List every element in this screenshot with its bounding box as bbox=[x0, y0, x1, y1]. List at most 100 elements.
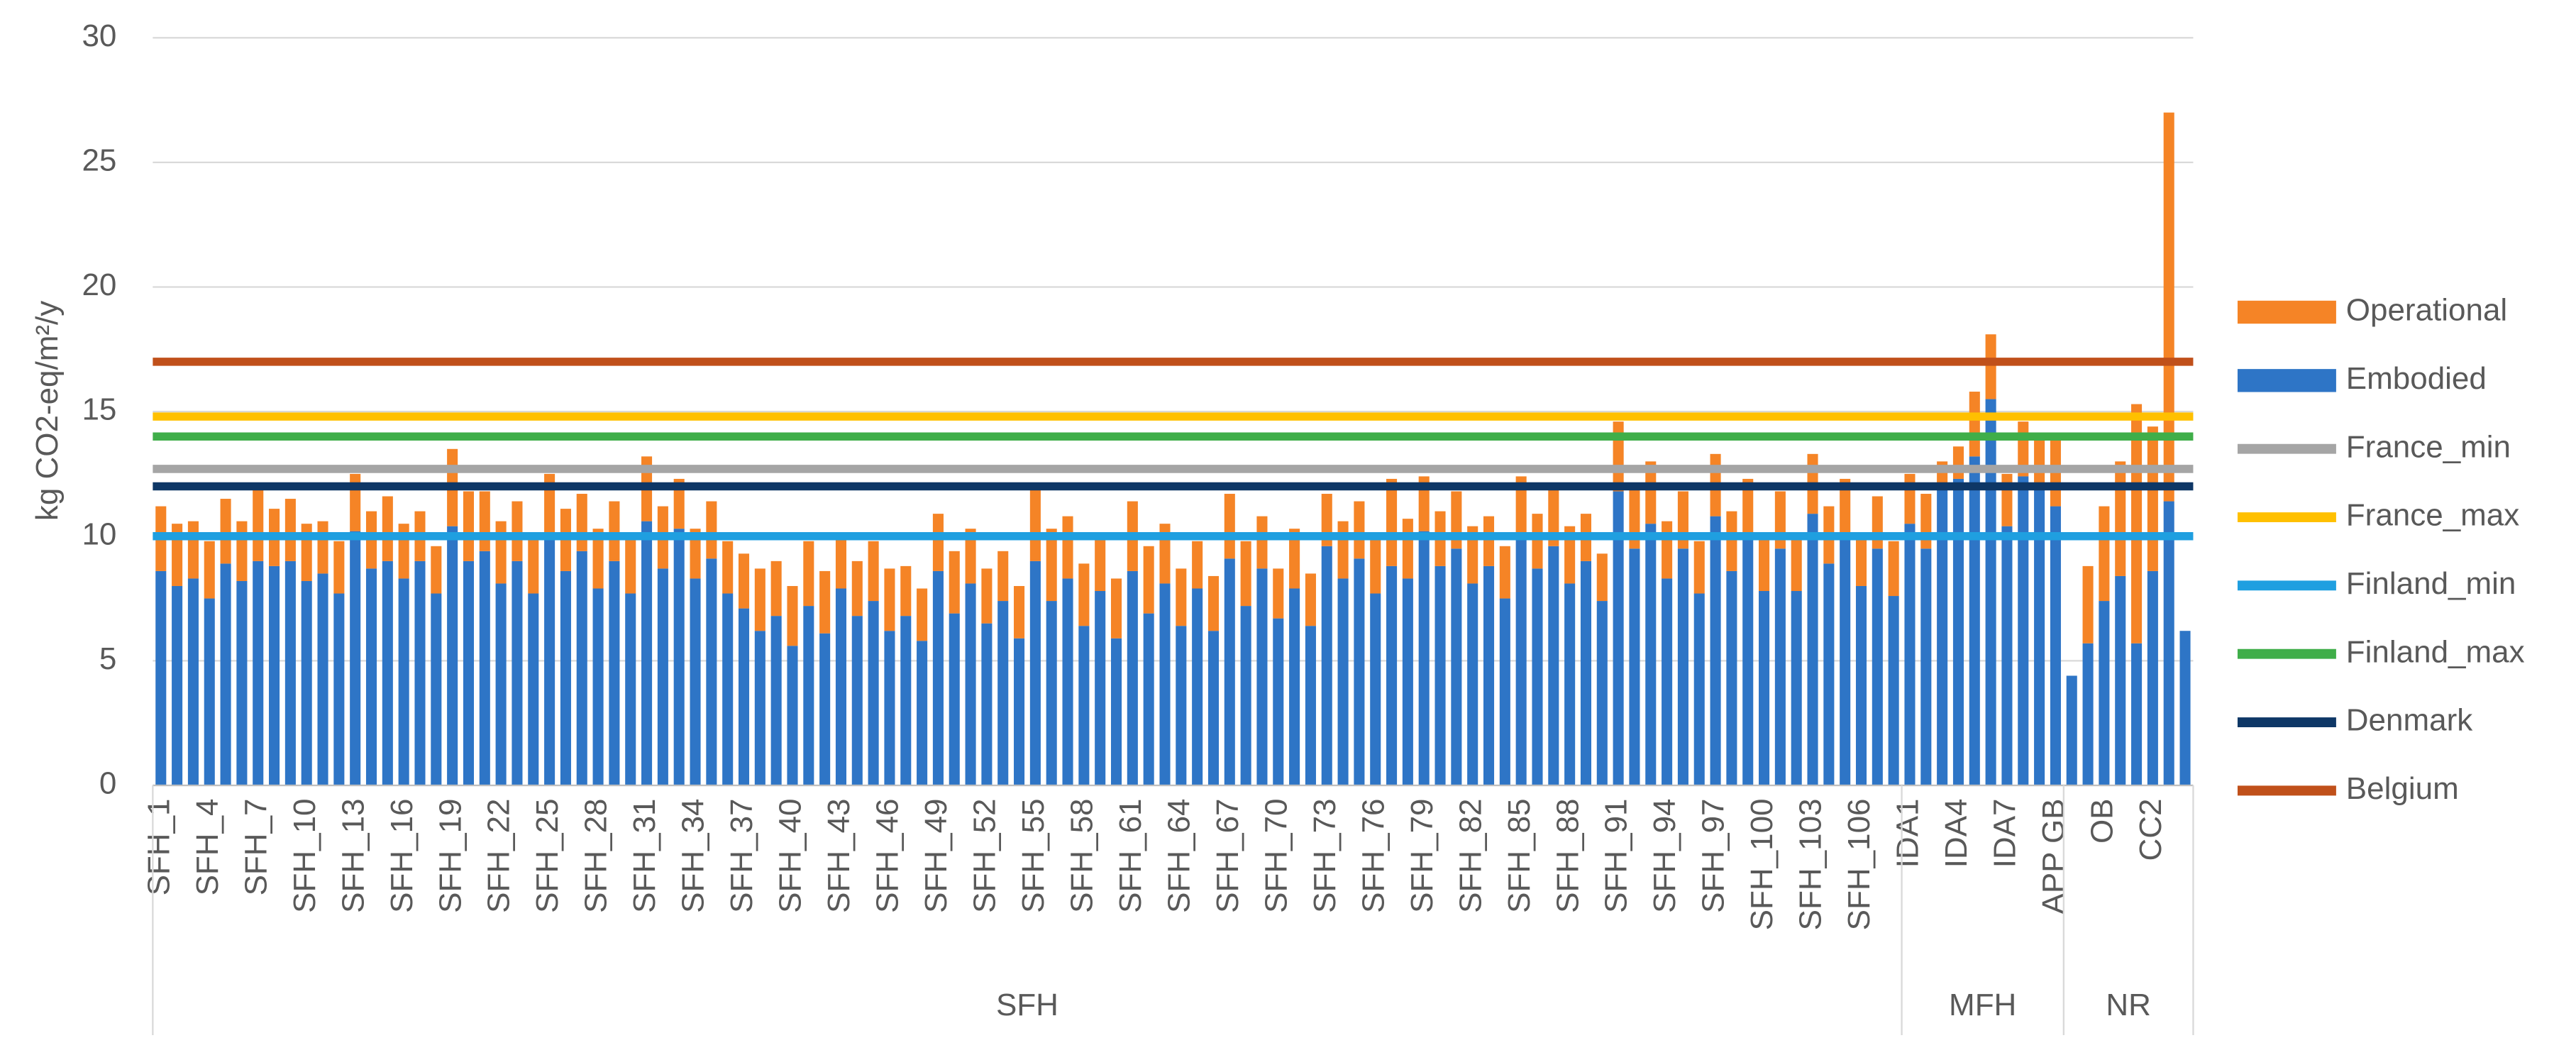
bar-segment bbox=[1289, 588, 1300, 785]
bar-segment bbox=[673, 529, 685, 785]
x-tick-label: SFH_76 bbox=[1356, 798, 1391, 912]
bar-segment bbox=[1742, 478, 1754, 536]
x-tick-label: OB bbox=[2085, 798, 2120, 844]
bar-segment bbox=[1483, 565, 1495, 785]
bar-segment bbox=[382, 496, 393, 561]
bar-segment bbox=[1207, 631, 1219, 785]
bar-segment bbox=[398, 578, 409, 785]
bar-segment bbox=[997, 551, 1009, 602]
bar-segment bbox=[1662, 521, 1673, 579]
bar-segment bbox=[1742, 536, 1754, 785]
bar-segment bbox=[981, 623, 993, 785]
bar-segment bbox=[155, 570, 167, 785]
x-tick-label: SFH_64 bbox=[1161, 798, 1196, 912]
bar-segment bbox=[1305, 573, 1316, 626]
bar-segment bbox=[835, 588, 846, 785]
bar-segment bbox=[1273, 568, 1284, 619]
bar-segment bbox=[1645, 524, 1657, 785]
y-tick-label: 30 bbox=[82, 18, 116, 53]
bar-segment bbox=[1564, 583, 1576, 785]
x-tick-label: SFH_37 bbox=[724, 798, 759, 912]
bar-segment bbox=[1872, 496, 1883, 549]
bar-segment bbox=[284, 499, 296, 561]
bar-segment bbox=[2034, 438, 2045, 487]
bar-segment bbox=[851, 560, 863, 617]
bar-segment bbox=[1952, 446, 1964, 479]
bar-segment bbox=[592, 529, 604, 589]
bar-segment bbox=[868, 541, 879, 602]
bar-segment bbox=[2018, 476, 2029, 785]
bar-segment bbox=[754, 631, 765, 785]
bar-segment bbox=[1904, 524, 1916, 785]
bar-segment bbox=[463, 560, 475, 785]
bar-segment bbox=[1418, 531, 1430, 785]
bar-segment bbox=[1046, 601, 1057, 785]
bar-segment bbox=[1629, 548, 1640, 785]
legend-label: Denmark bbox=[2346, 703, 2473, 738]
bar-segment bbox=[1370, 593, 1381, 785]
bar-segment bbox=[625, 536, 636, 594]
bar-segment bbox=[365, 568, 377, 785]
bar-segment bbox=[803, 606, 814, 785]
bar-segment bbox=[1467, 583, 1478, 785]
bar-segment bbox=[1451, 548, 1462, 785]
bar-segment bbox=[1014, 585, 1025, 639]
bar-segment bbox=[1402, 519, 1413, 579]
bar-segment bbox=[900, 616, 912, 785]
bar-segment bbox=[770, 616, 782, 785]
bar-segment bbox=[2163, 112, 2174, 502]
bar-segment bbox=[447, 526, 458, 785]
x-tick-label: IDA1 bbox=[1891, 798, 1925, 868]
x-tick-label: SFH_94 bbox=[1647, 798, 1682, 912]
x-tick-label: APP GB bbox=[2036, 798, 2071, 914]
bar-segment bbox=[932, 570, 944, 785]
bar-segment bbox=[2034, 486, 2045, 785]
bar-segment bbox=[1386, 565, 1398, 785]
legend-label: Embodied bbox=[2346, 361, 2487, 396]
bar-segment bbox=[1224, 558, 1235, 785]
bar-segment bbox=[1499, 546, 1510, 599]
bar-segment bbox=[754, 568, 765, 631]
bar-segment bbox=[1985, 399, 1996, 785]
bar-segment bbox=[2131, 643, 2143, 785]
bar-segment bbox=[949, 613, 960, 785]
bar-segment bbox=[884, 631, 895, 785]
bar-segment bbox=[333, 541, 345, 594]
bar-segment bbox=[706, 501, 717, 559]
x-tick-label: SFH_85 bbox=[1502, 798, 1537, 912]
bar-segment bbox=[2001, 526, 2013, 785]
bar-segment bbox=[382, 560, 393, 785]
group-label: MFH bbox=[1949, 988, 2016, 1022]
bar-segment bbox=[1840, 478, 1851, 534]
bar-segment bbox=[722, 593, 734, 785]
bar-segment bbox=[463, 491, 475, 561]
y-tick-label: 0 bbox=[99, 766, 116, 801]
bar-segment bbox=[2163, 501, 2174, 785]
bar-segment bbox=[576, 494, 587, 551]
bar-segment bbox=[673, 478, 685, 529]
legend-label: France_max bbox=[2346, 498, 2519, 533]
bar-segment bbox=[1354, 558, 1365, 785]
bar-segment bbox=[1095, 538, 1106, 592]
legend-label: Operational bbox=[2346, 293, 2507, 328]
bar-segment bbox=[884, 568, 895, 631]
bar-segment bbox=[641, 521, 653, 785]
bar-segment bbox=[1759, 536, 1770, 592]
bar-segment bbox=[1110, 578, 1122, 639]
bar-segment bbox=[965, 529, 976, 584]
bar-segment bbox=[981, 568, 993, 624]
bar-segment bbox=[528, 536, 539, 594]
bar-segment bbox=[301, 580, 312, 785]
bar-segment bbox=[317, 573, 328, 785]
bar-segment bbox=[1256, 568, 1268, 785]
x-tick-label: SFH_16 bbox=[385, 798, 419, 912]
bar-segment bbox=[1110, 638, 1122, 785]
bar-segment bbox=[1677, 548, 1688, 785]
bar-segment bbox=[1613, 421, 1624, 492]
bar-segment bbox=[1613, 491, 1624, 785]
bar-segment bbox=[1289, 529, 1300, 589]
bar-segment bbox=[1370, 538, 1381, 594]
legend-label: France_min bbox=[2346, 429, 2511, 464]
bar-segment bbox=[1127, 570, 1138, 785]
x-tick-label: SFH_67 bbox=[1210, 798, 1245, 912]
